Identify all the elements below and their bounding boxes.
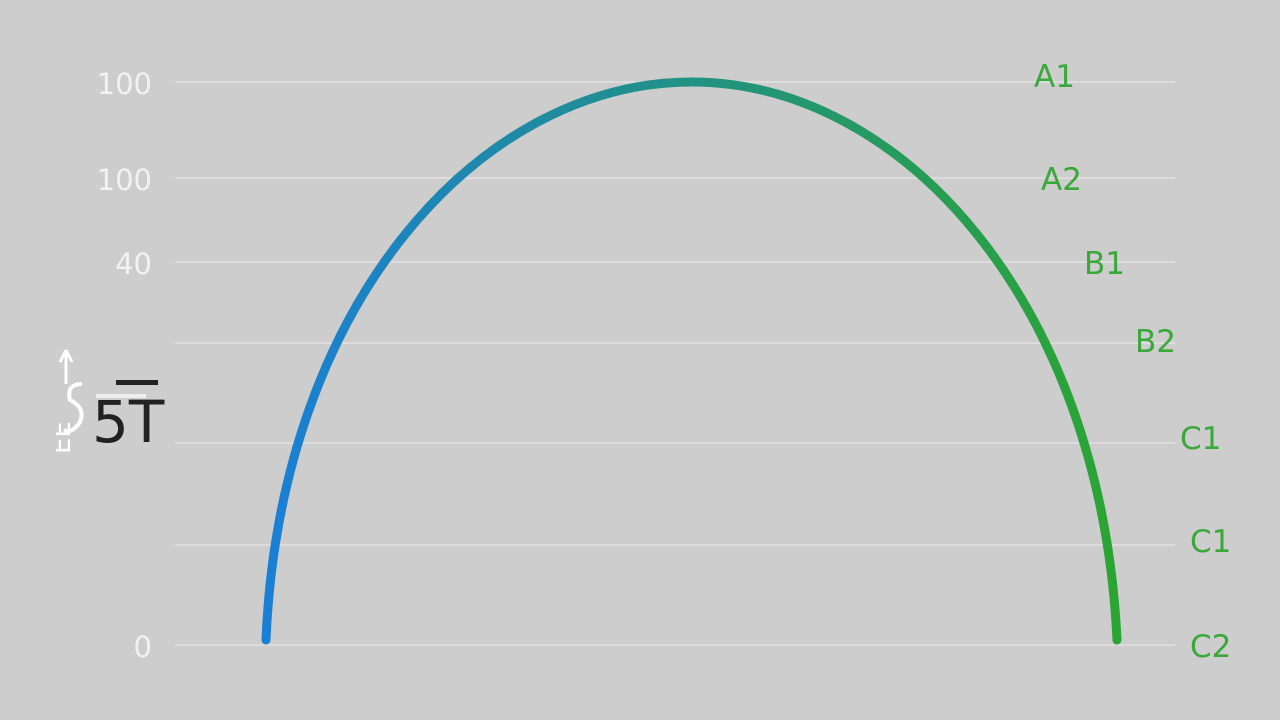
svg-text:5T: 5T (92, 388, 165, 456)
y-tick-label: 100 (97, 67, 152, 101)
right-label: B1 (1084, 246, 1125, 282)
right-label: C1 (1190, 524, 1231, 560)
arc-series-line (261, 77, 1122, 645)
right-label: A1 (1034, 59, 1075, 95)
svg-text:EE: EE (56, 421, 77, 454)
y-tick-label: 40 (115, 247, 152, 281)
y-tick-label: 100 (97, 163, 152, 197)
logo-mark-icon: EE 5T (56, 349, 165, 456)
right-label: B2 (1135, 324, 1176, 360)
y-tick-label: 0 (134, 630, 152, 664)
right-label: A2 (1041, 162, 1082, 198)
right-label: C2 (1190, 629, 1231, 665)
right-label: C1 (1180, 421, 1221, 457)
logo: EE 5T (56, 344, 166, 456)
